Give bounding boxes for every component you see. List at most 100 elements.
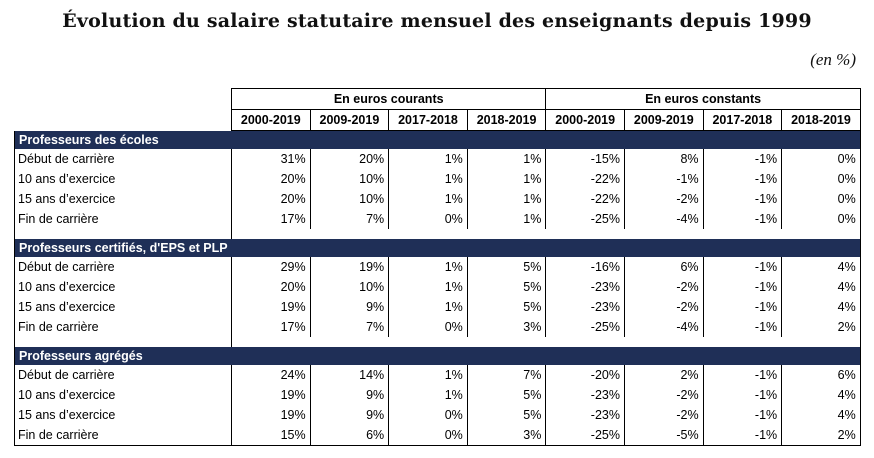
column-header: 2009-2019 (624, 109, 704, 131)
group-header-row: En euros courants En euros constants (15, 88, 861, 110)
table-cell: 10% (309, 189, 389, 209)
table-row: 10 ans d’exercice 19% 9% 1% 5% -23% -2% … (14, 385, 861, 405)
table-cell: -22% (545, 169, 625, 189)
table-cell: -1% (702, 425, 782, 446)
page-title: Évolution du salaire statutaire mensuel … (62, 10, 812, 32)
table-cell: -1% (702, 169, 782, 189)
table-cell: 20% (280, 172, 306, 186)
table-cell: 19% (280, 388, 306, 402)
spacer-cell (231, 337, 861, 347)
table-cell: 1% (466, 149, 546, 169)
spacer-cell (14, 229, 232, 239)
table-cell: 0% (388, 209, 468, 229)
column-header: 2017-2018 (703, 109, 783, 131)
row-label: Début de carrière (14, 257, 232, 277)
table-cell: -1% (702, 317, 782, 337)
table-cell: 20% (280, 280, 306, 294)
table-cell: 19% (280, 408, 306, 422)
table-cell: -25% (545, 317, 625, 337)
table-cell: -1% (702, 297, 782, 317)
table-cell: -23% (545, 405, 625, 425)
table-cell: 1% (388, 169, 468, 189)
column-header: 2018-2019 (781, 109, 861, 131)
table-cell: 4% (781, 277, 861, 297)
table-cell: 24% (280, 368, 306, 382)
row-label: 10 ans d’exercice (14, 277, 232, 297)
table-row: 10 ans d’exercice 20% 10% 1% 1% -22% -1%… (14, 169, 861, 189)
table-cell: 9% (309, 297, 389, 317)
column-header-row: 2000-2019 2009-2019 2017-2018 2018-2019 … (15, 109, 861, 131)
table-cell: 2% (623, 365, 704, 385)
section-header: Professeurs des écoles (14, 130, 861, 149)
table-cell: -23% (545, 297, 625, 317)
section-title: Professeurs des écoles (14, 130, 861, 149)
section-header: Professeurs agrégés (14, 347, 861, 365)
table-cell: -1% (702, 277, 782, 297)
table-cell: 19% (280, 300, 306, 314)
table-cell: -25% (545, 425, 625, 446)
table-cell: 1% (388, 385, 468, 405)
table-cell: 7% (309, 317, 389, 337)
table-cell: -1% (702, 365, 782, 385)
section-title: Professeurs certifiés, d'EPS et PLP (14, 239, 861, 257)
table-cell: 20% (280, 192, 306, 206)
table-cell: 0% (781, 149, 861, 169)
table-cell: -1% (702, 149, 782, 169)
section-title: Professeurs agrégés (14, 347, 861, 365)
table-cell: 19% (309, 257, 389, 277)
row-label: 15 ans d’exercice (14, 189, 232, 209)
table-cell: -2% (623, 297, 704, 317)
column-header: 2017-2018 (388, 109, 468, 131)
row-label: 15 ans d’exercice (14, 405, 232, 425)
table-cell: -23% (545, 385, 625, 405)
table-cell: 1% (388, 365, 468, 385)
table-cell: 0% (781, 189, 861, 209)
spacer-row (14, 229, 861, 239)
table-cell: 4% (781, 385, 861, 405)
table-cell: 6% (781, 365, 861, 385)
table-cell: 5% (466, 405, 546, 425)
table-cell: -4% (623, 317, 704, 337)
table-cell: -5% (623, 425, 704, 446)
table-cell: 3% (466, 425, 546, 446)
row-label: 10 ans d’exercice (14, 169, 232, 189)
table-cell: 17% (280, 320, 306, 334)
group-header-current: En euros courants (230, 88, 547, 110)
table-row: Fin de carrière 15% 6% 0% 3% -25% -5% -1… (14, 425, 861, 446)
table-cell: 1% (388, 297, 468, 317)
table-cell: -1% (702, 405, 782, 425)
table-cell: 0% (781, 169, 861, 189)
table-cell: -2% (623, 277, 704, 297)
table-cell: 9% (309, 405, 389, 425)
table-cell: 9% (309, 385, 389, 405)
table-cell: 5% (466, 297, 546, 317)
table-cell: 17% (280, 212, 306, 226)
table-cell: -15% (545, 149, 625, 169)
table-cell: 2% (781, 425, 861, 446)
table-row: 15 ans d’exercice 20% 10% 1% 1% -22% -2%… (14, 189, 861, 209)
row-label: Fin de carrière (14, 317, 232, 337)
table-cell: 8% (623, 149, 704, 169)
table-cell: 5% (466, 277, 546, 297)
table-row: Fin de carrière 17% 7% 0% 1% -25% -4% -1… (14, 209, 861, 229)
table-cell: 6% (309, 425, 389, 446)
table-row: Début de carrière 31% 20% 1% 1% -15% 8% … (14, 149, 861, 169)
table-cell: 1% (388, 277, 468, 297)
table-cell: 31% (280, 152, 306, 166)
spacer-row (14, 337, 861, 347)
table-row: Fin de carrière 17% 7% 0% 3% -25% -4% -1… (14, 317, 861, 337)
column-header: 2018-2019 (467, 109, 547, 131)
table-row: Début de carrière 29% 19% 1% 5% -16% 6% … (14, 257, 861, 277)
row-label: Fin de carrière (14, 425, 232, 446)
table-cell: 1% (466, 189, 546, 209)
table-cell: 0% (781, 209, 861, 229)
table-cell: 14% (309, 365, 389, 385)
row-label: Début de carrière (14, 149, 232, 169)
corner-cell (15, 89, 232, 110)
column-header: 2009-2019 (310, 109, 390, 131)
table-cell: 29% (280, 260, 306, 274)
table-cell: 2% (781, 317, 861, 337)
table-row: Début de carrière 24% 14% 1% 7% -20% 2% … (14, 365, 861, 385)
table-cell: 0% (388, 317, 468, 337)
table-cell: -1% (702, 257, 782, 277)
